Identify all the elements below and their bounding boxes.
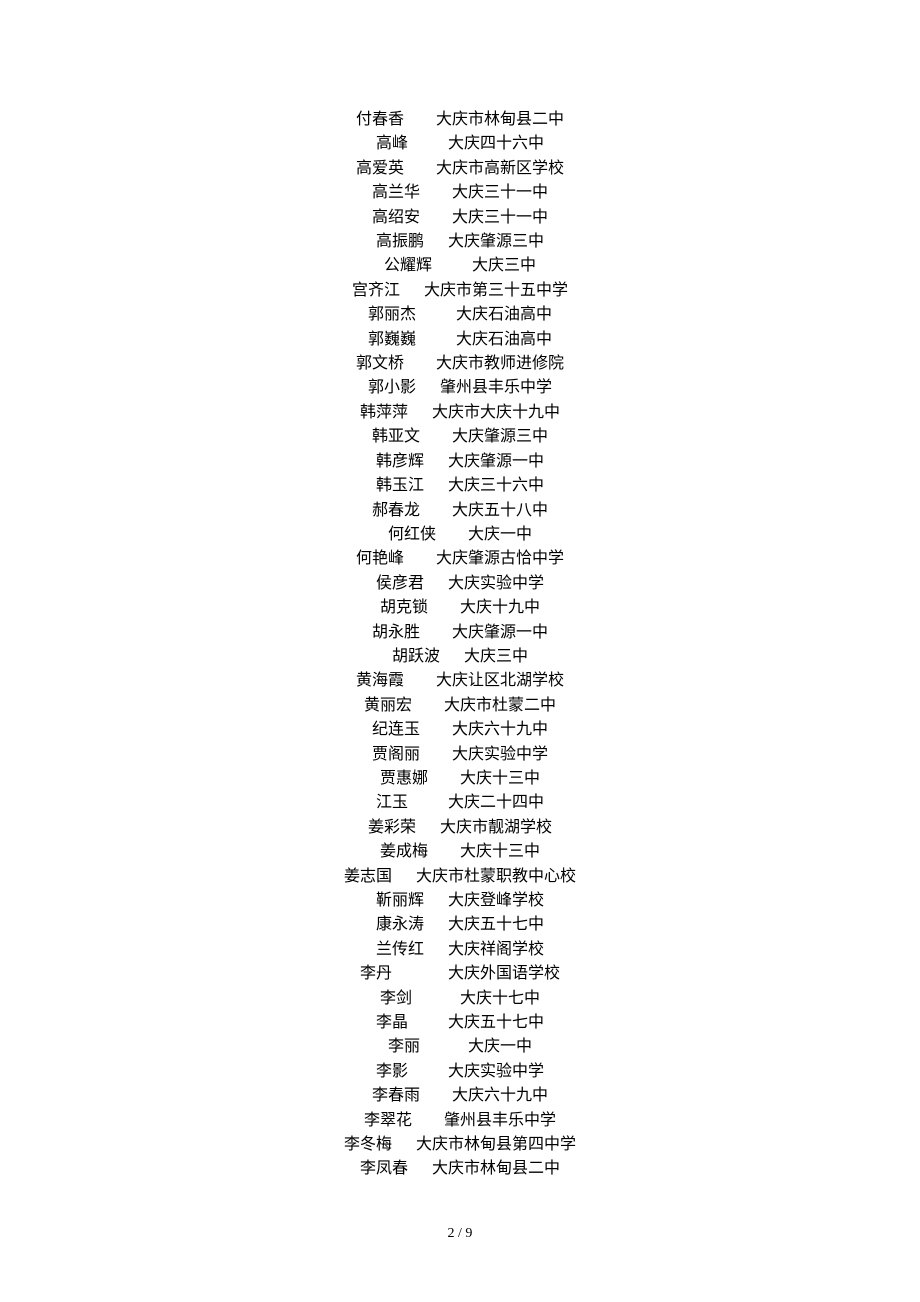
roster-row: 李剑 大庆十七中 <box>380 987 540 1011</box>
roster-row: 郝春龙 大庆五十八中 <box>372 499 548 523</box>
roster-row: 郭丽杰 大庆石油高中 <box>368 303 552 327</box>
roster-row: 何艳峰 大庆肇源古恰中学 <box>356 547 564 571</box>
roster-row: 高绍安 大庆三十一中 <box>372 206 548 230</box>
page-container: 付春香 大庆市林甸县二中高峰 大庆四十六中高爱英 大庆市高新区学校高兰华 大庆三… <box>0 0 920 1302</box>
roster-row: 胡跃波 大庆三中 <box>392 645 528 669</box>
roster-row: 李丹 大庆外国语学校 <box>360 962 560 986</box>
roster-row: 高爱英 大庆市高新区学校 <box>356 157 564 181</box>
roster-row: 胡永胜 大庆肇源一中 <box>372 621 548 645</box>
roster-row: 韩玉江 大庆三十六中 <box>376 474 544 498</box>
roster-list: 付春香 大庆市林甸县二中高峰 大庆四十六中高爱英 大庆市高新区学校高兰华 大庆三… <box>0 108 920 1206</box>
roster-row: 贾阁丽 大庆实验中学 <box>372 743 548 767</box>
roster-row: 贾惠娜 大庆十三中 <box>380 767 540 791</box>
roster-row: 李冬梅 大庆市林甸县第四中学 <box>344 1133 576 1157</box>
roster-row: 韩亚文 大庆肇源三中 <box>372 425 548 449</box>
roster-row: 姜成梅 大庆十三中 <box>380 840 540 864</box>
roster-row: 李丽 大庆一中 <box>388 1035 532 1059</box>
roster-row: 兰传红 大庆祥阁学校 <box>376 938 544 962</box>
roster-row: 黄丽宏 大庆市杜蒙二中 <box>364 694 556 718</box>
roster-row: 高振鹏 大庆肇源三中 <box>376 230 544 254</box>
roster-row: 黄海霞 大庆让区北湖学校 <box>356 669 564 693</box>
roster-row: 郭巍巍 大庆石油高中 <box>368 328 552 352</box>
roster-row: 高峰 大庆四十六中 <box>376 132 544 156</box>
roster-row: 康永涛 大庆五十七中 <box>376 913 544 937</box>
page-number: 2 / 9 <box>0 1206 920 1242</box>
roster-row: 李晶 大庆五十七中 <box>376 1011 544 1035</box>
roster-row: 郭文桥 大庆市教师进修院 <box>356 352 564 376</box>
roster-row: 胡克锁 大庆十九中 <box>380 596 540 620</box>
roster-row: 纪连玉 大庆六十九中 <box>372 718 548 742</box>
roster-row: 韩萍萍 大庆市大庆十九中 <box>360 401 560 425</box>
roster-row: 李凤春 大庆市林甸县二中 <box>360 1157 560 1181</box>
roster-row: 高兰华 大庆三十一中 <box>372 181 548 205</box>
roster-row: 李翠花 肇州县丰乐中学 <box>364 1109 556 1133</box>
roster-row: 郭小影 肇州县丰乐中学 <box>368 376 552 400</box>
roster-row: 宫齐江 大庆市第三十五中学 <box>352 279 568 303</box>
roster-row: 韩彦辉 大庆肇源一中 <box>376 450 544 474</box>
roster-row: 付春香 大庆市林甸县二中 <box>356 108 564 132</box>
roster-row: 侯彦君 大庆实验中学 <box>376 572 544 596</box>
roster-row: 姜彩荣 大庆市靓湖学校 <box>368 816 552 840</box>
roster-row: 江玉 大庆二十四中 <box>376 791 544 815</box>
roster-row: 公耀辉 大庆三中 <box>384 254 536 278</box>
roster-row: 李影 大庆实验中学 <box>376 1060 544 1084</box>
roster-row: 何红侠 大庆一中 <box>388 523 532 547</box>
roster-row: 李春雨 大庆六十九中 <box>372 1084 548 1108</box>
roster-row: 姜志国 大庆市杜蒙职教中心校 <box>344 865 576 889</box>
roster-row: 靳丽辉 大庆登峰学校 <box>376 889 544 913</box>
